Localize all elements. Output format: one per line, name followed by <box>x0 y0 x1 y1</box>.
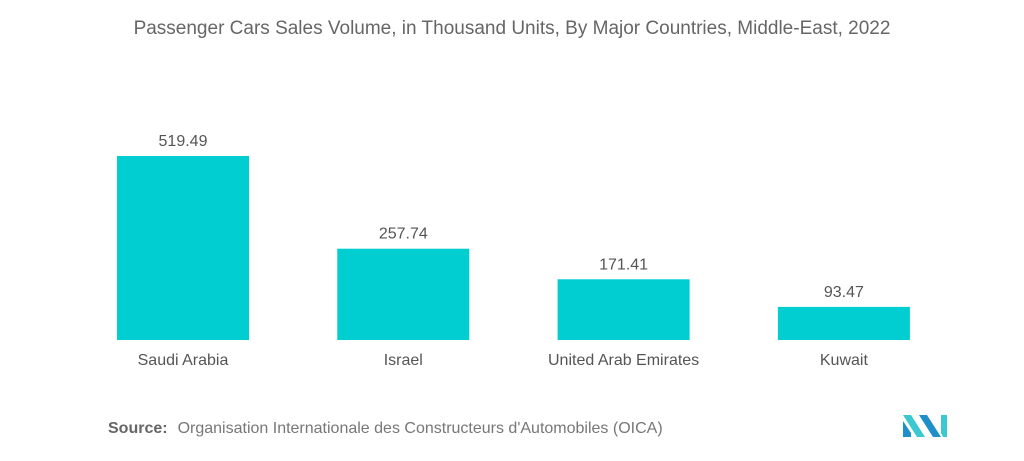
category-label: Kuwait <box>820 352 869 369</box>
bar-chart: 519.49 Saudi Arabia 257.74 Israel 171.41 Unit… <box>117 133 910 369</box>
category-label: Israel <box>384 352 423 369</box>
category-label: Saudi Arabia <box>138 352 229 369</box>
category-label: United Arab Emirates <box>548 352 699 369</box>
bar-2 <box>557 279 690 340</box>
data-label: 93.47 <box>824 284 864 301</box>
brand-logo <box>903 415 947 437</box>
bar-3 <box>777 306 910 340</box>
data-label: 257.74 <box>379 226 428 243</box>
source-label: Source: <box>108 420 168 437</box>
source-note: Source: Organisation Internationale des C… <box>108 420 663 438</box>
bar-0 <box>117 156 249 340</box>
chart-title: Passenger Cars Sales Volume, in Thousand… <box>133 18 891 39</box>
source-text: Organisation Internationale des Construc… <box>177 420 663 437</box>
bar-1 <box>337 248 470 340</box>
data-label: 519.49 <box>159 133 208 150</box>
data-label: 171.41 <box>599 256 648 273</box>
